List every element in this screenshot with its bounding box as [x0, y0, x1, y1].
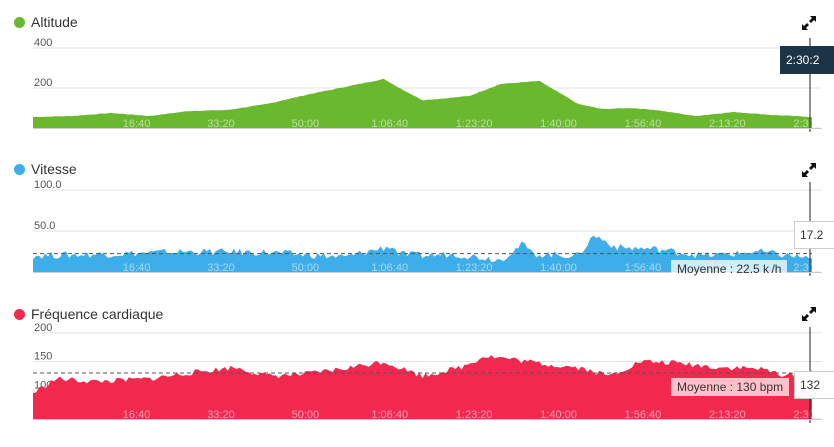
altitude-title: Altitude — [14, 14, 78, 30]
y-tick-label: 50.0 — [34, 220, 55, 232]
x-tick-label: 50:00 — [292, 409, 320, 421]
altitude-expand-icon[interactable] — [801, 15, 817, 31]
x-tick-label: 1:56:40 — [625, 409, 662, 421]
speed-expand-icon[interactable] — [801, 162, 817, 178]
y-tick-label: 100.0 — [34, 179, 62, 191]
altitude-tooltip: 2:30:2 — [780, 46, 834, 74]
heart-rate-title: Fréquence cardiaque — [14, 306, 163, 322]
heart-rate-tooltip: 132 — [794, 371, 834, 399]
speed-average-label: Moyenne : 22.5 k /h — [671, 260, 788, 278]
x-tick-label: 1:56:40 — [625, 118, 662, 130]
x-tick-label: 2:13:20 — [709, 409, 746, 421]
x-tick-label: 16:40 — [123, 409, 151, 421]
y-tick-label: 400 — [34, 37, 52, 49]
x-tick-label: 16:40 — [123, 118, 151, 130]
y-tick-label: 200 — [34, 322, 52, 334]
x-tick-label: 1:23:20 — [456, 118, 493, 130]
x-tick-label: 2:30:00 — [793, 409, 830, 421]
x-tick-label: 33:20 — [207, 409, 235, 421]
altitude-panel: Altitude 400200016:4033:2050:001:06:401:… — [0, 0, 834, 135]
heart-rate-legend-dot — [14, 308, 25, 320]
heart-rate-title-text: Fréquence cardiaque — [31, 306, 164, 322]
heart-rate-panel: Fréquence cardiaque 2001501005016:4033:2… — [0, 293, 834, 433]
speed-chart: 100.050.00.016:4033:2050:001:06:401:23:2… — [33, 179, 830, 276]
series-area — [33, 235, 812, 272]
x-tick-label: 1:23:20 — [456, 409, 493, 421]
altitude-chart: 400200016:4033:2050:001:06:401:23:201:40… — [33, 37, 830, 132]
x-tick-label: 16:40 — [123, 262, 151, 274]
x-tick-label: 50:00 — [292, 118, 320, 130]
altitude-title-text: Altitude — [31, 14, 78, 30]
x-tick-label: 2:30:00 — [793, 118, 830, 130]
x-tick-label: 33:20 — [207, 118, 235, 130]
x-tick-label: 1:40:00 — [540, 118, 577, 130]
speed-panel: Vitesse 100.050.00.016:4033:2050:001:06:… — [0, 148, 834, 283]
y-tick-label: 200 — [34, 77, 52, 89]
x-tick-label: 33:20 — [207, 262, 235, 274]
altitude-legend-dot — [14, 16, 25, 28]
series-area — [33, 78, 812, 128]
x-tick-label: 1:40:00 — [540, 262, 577, 274]
x-tick-label: 1:56:40 — [625, 262, 662, 274]
series-area — [33, 355, 812, 419]
speed-title: Vitesse — [14, 161, 77, 177]
x-tick-label: 1:06:40 — [371, 409, 408, 421]
heart-rate-chart: 2001501005016:4033:2050:001:06:401:23:20… — [33, 322, 830, 423]
x-tick-label: 2:13:20 — [709, 118, 746, 130]
x-tick-label: 50:00 — [292, 262, 320, 274]
x-tick-label: 1:06:40 — [371, 262, 408, 274]
heart-rate-expand-icon[interactable] — [801, 306, 817, 322]
x-tick-label: 1:40:00 — [540, 409, 577, 421]
x-tick-label: 1:06:40 — [371, 118, 408, 130]
x-tick-label: 1:23:20 — [456, 262, 493, 274]
heart-rate-average-label: Moyenne : 130 bpm — [671, 378, 790, 396]
x-tick-label: 2:30:00 — [793, 262, 830, 274]
y-tick-label: 150 — [34, 351, 52, 363]
speed-legend-dot — [14, 163, 25, 175]
speed-tooltip: 17.2 — [794, 221, 834, 249]
speed-title-text: Vitesse — [31, 161, 77, 177]
